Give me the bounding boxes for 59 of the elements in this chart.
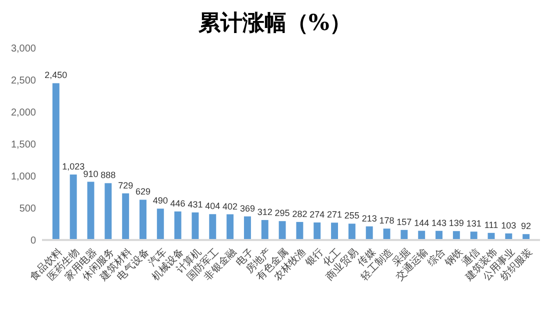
data-label: 143 xyxy=(431,218,447,228)
data-label: 157 xyxy=(396,216,412,227)
y-tick-label: 0 xyxy=(30,236,36,246)
data-label: 255 xyxy=(344,210,360,221)
y-tick-label: 3,000 xyxy=(10,44,36,54)
data-label: 369 xyxy=(240,203,255,214)
bar xyxy=(104,183,112,240)
data-label: 274 xyxy=(310,209,325,220)
bar xyxy=(314,222,321,240)
bar xyxy=(174,211,182,240)
data-label: 1,023 xyxy=(62,162,85,172)
data-label: 111 xyxy=(484,220,498,230)
bar xyxy=(140,200,146,240)
bar xyxy=(470,232,478,240)
y-tick-label: 1,000 xyxy=(10,172,36,182)
y-tick-label: 2,500 xyxy=(10,76,36,86)
y-tick-label: 2,000 xyxy=(10,108,36,118)
bar xyxy=(383,228,390,240)
bar xyxy=(156,208,164,240)
data-label: 629 xyxy=(135,186,151,197)
bar xyxy=(400,230,408,240)
data-label: 103 xyxy=(501,220,516,230)
data-label: 92 xyxy=(521,221,532,232)
data-label: 144 xyxy=(414,218,430,228)
bar xyxy=(70,174,77,240)
data-label: 178 xyxy=(379,216,394,226)
data-label: 431 xyxy=(188,199,203,210)
data-label: 139 xyxy=(448,218,464,228)
y-tick-label: 1,500 xyxy=(10,140,36,150)
bar xyxy=(452,231,460,240)
bar xyxy=(122,193,130,240)
data-label: 910 xyxy=(83,168,98,179)
data-label: 729 xyxy=(118,180,134,190)
data-label: 404 xyxy=(205,201,220,212)
bar xyxy=(244,216,251,240)
y-tick-label: 500 xyxy=(19,204,36,214)
data-label: 2,450 xyxy=(44,70,68,80)
data-label: 131 xyxy=(466,218,482,229)
bar xyxy=(209,214,216,240)
data-label: 888 xyxy=(100,170,116,180)
data-label: 295 xyxy=(274,208,290,218)
bar xyxy=(278,221,286,240)
bar xyxy=(296,222,304,240)
data-label: 312 xyxy=(257,207,272,218)
bar xyxy=(261,220,268,240)
bar xyxy=(331,222,338,240)
bar xyxy=(52,83,60,240)
bar xyxy=(366,226,373,240)
data-label: 490 xyxy=(152,196,168,206)
bar xyxy=(87,182,94,240)
data-label: 402 xyxy=(222,201,238,212)
data-label: 271 xyxy=(327,210,342,220)
chart-title: 累计涨幅（%） xyxy=(198,10,352,36)
data-label: 282 xyxy=(292,208,308,219)
bar xyxy=(348,224,356,240)
bar xyxy=(192,212,199,240)
data-label: 446 xyxy=(170,198,186,208)
data-label: 213 xyxy=(362,213,377,224)
bar xyxy=(226,214,234,240)
